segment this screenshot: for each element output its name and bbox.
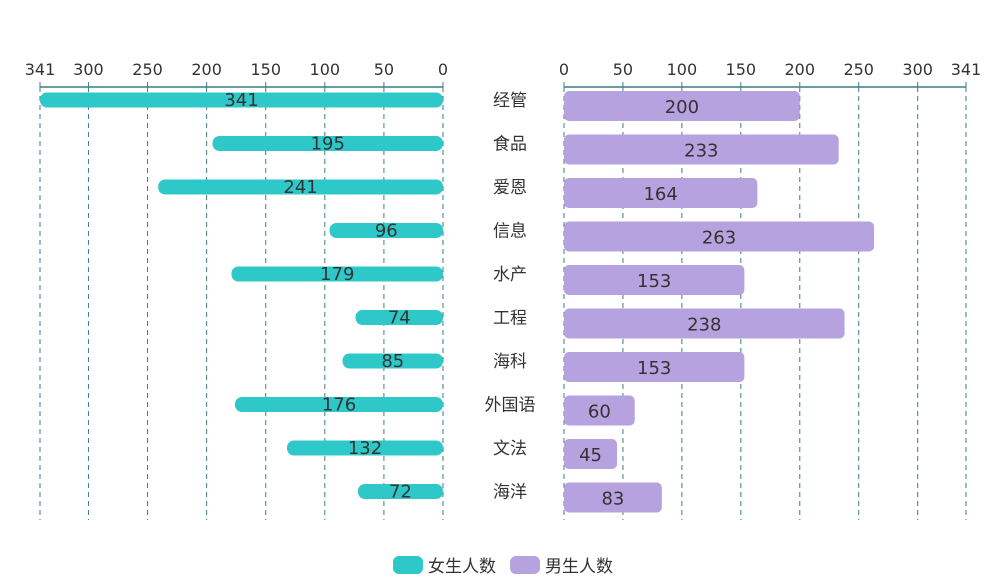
male-data-label: 83 [601, 489, 624, 510]
female-data-label: 132 [348, 438, 382, 459]
left-tick-label: 250 [132, 60, 163, 79]
right-tick-label: 341 [951, 60, 982, 79]
female-data-label: 176 [322, 395, 356, 416]
right-tick-label: 250 [843, 60, 874, 79]
male-bar [564, 221, 875, 252]
female-data-label: 96 [375, 221, 398, 242]
male-bar [564, 395, 635, 426]
female-bar [158, 179, 443, 195]
right-tick-label: 200 [785, 60, 816, 79]
male-bar [564, 352, 745, 382]
legend-label-female: 女生人数 [428, 557, 496, 577]
left-tick-label: 341 [25, 60, 56, 79]
category-label: 信息 [493, 222, 527, 242]
legend-item-male[interactable]: 男生人数 [510, 552, 613, 577]
female-data-label: 74 [388, 308, 411, 329]
female-bar [329, 223, 443, 238]
legend-label-male: 男生人数 [545, 557, 613, 577]
female-bar [357, 484, 443, 499]
legend-item-female[interactable]: 女生人数 [393, 552, 496, 577]
male-bar [564, 439, 618, 469]
left-tick-label: 50 [374, 60, 394, 79]
right-tick-label: 50 [613, 60, 633, 79]
male-bar [564, 265, 745, 295]
female-data-label: 341 [224, 90, 258, 111]
category-label: 工程 [493, 309, 527, 329]
male-bar [564, 91, 800, 121]
right-tick-label: 0 [559, 60, 569, 79]
legend-swatch-male [510, 555, 540, 574]
category-label: 爱恩 [493, 178, 527, 198]
category-label: 海科 [493, 352, 527, 372]
right-tick-label: 100 [667, 60, 698, 79]
male-data-label: 263 [702, 228, 736, 249]
category-label: 外国语 [485, 396, 536, 416]
female-bar [287, 440, 443, 456]
category-label: 水产 [493, 265, 527, 285]
male-data-label: 153 [637, 271, 671, 292]
female-data-label: 72 [389, 482, 412, 503]
male-data-label: 238 [687, 315, 721, 336]
female-bar [40, 92, 443, 108]
female-data-label: 85 [381, 351, 404, 372]
left-tick-label: 150 [250, 60, 281, 79]
legend-swatch-female [393, 555, 423, 574]
male-data-label: 153 [637, 358, 671, 379]
category-label: 海洋 [493, 483, 527, 503]
female-bar [342, 353, 443, 369]
female-data-label: 195 [311, 134, 345, 155]
left-tick-label: 300 [73, 60, 104, 79]
female-bar [212, 136, 443, 151]
male-bar [564, 134, 839, 165]
right-tick-label: 300 [902, 60, 933, 79]
right-tick-label: 150 [726, 60, 757, 79]
female-bar [355, 310, 443, 325]
left-tick-label: 100 [310, 60, 341, 79]
left-tick-label: 0 [438, 60, 448, 79]
category-label: 食品 [493, 135, 527, 155]
category-label: 文法 [493, 439, 527, 459]
category-label: 经管 [493, 91, 527, 111]
male-bar [564, 482, 662, 513]
male-data-label: 60 [588, 402, 611, 423]
male-data-label: 45 [579, 445, 602, 466]
male-data-label: 164 [643, 184, 677, 205]
female-bar [235, 397, 443, 412]
female-data-label: 179 [320, 264, 354, 285]
left-tick-label: 200 [191, 60, 222, 79]
male-bar [564, 308, 845, 339]
male-bar [564, 178, 758, 208]
female-data-label: 241 [283, 177, 317, 198]
female-bar [231, 266, 443, 282]
male-data-label: 200 [665, 97, 699, 118]
legend: 女生人数 男生人数 [0, 552, 1006, 577]
male-data-label: 233 [684, 141, 718, 162]
